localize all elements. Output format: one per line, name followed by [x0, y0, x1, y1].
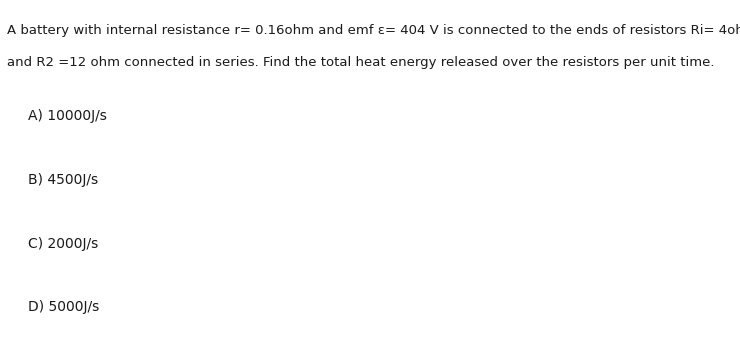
Text: and R2 =12 ohm connected in series. Find the total heat energy released over the: and R2 =12 ohm connected in series. Find…: [7, 56, 715, 70]
Text: C) 2000J/s: C) 2000J/s: [28, 237, 98, 250]
Text: D) 5000J/s: D) 5000J/s: [28, 300, 99, 314]
Text: A) 10000J/s: A) 10000J/s: [28, 109, 107, 123]
Text: B) 4500J/s: B) 4500J/s: [28, 173, 98, 187]
Text: A battery with internal resistance r= 0.16ohm and emf ε= 404 V is connected to t: A battery with internal resistance r= 0.…: [7, 24, 740, 37]
